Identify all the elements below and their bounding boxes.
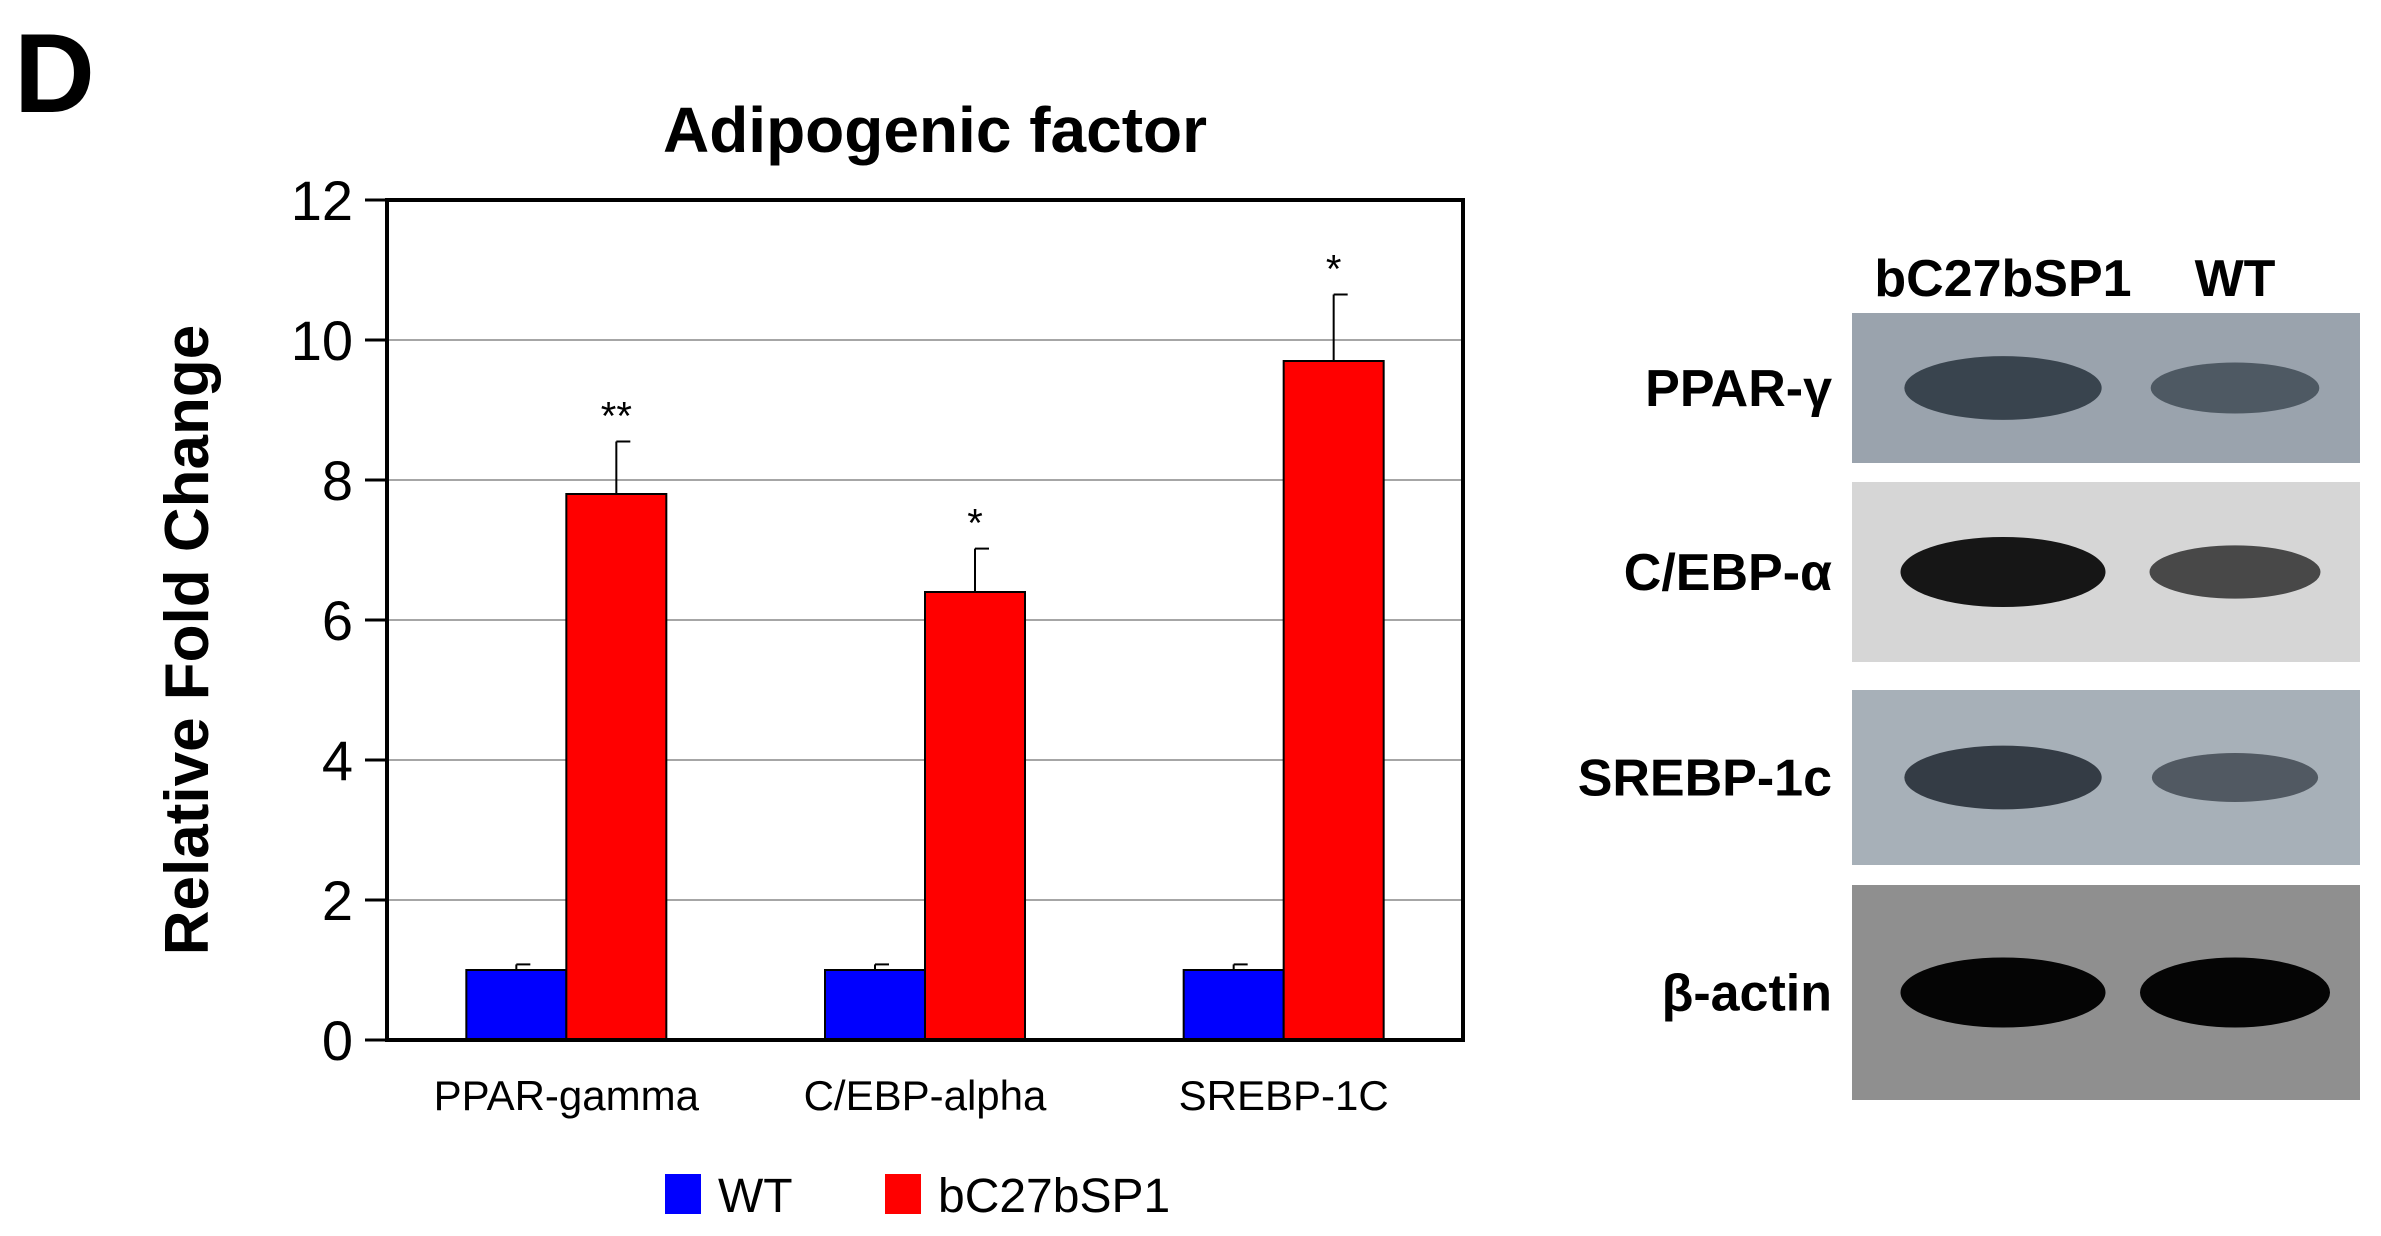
blot-band-2-1 — [2151, 753, 2319, 802]
blot-band-1-0 — [1900, 537, 2106, 607]
legend-swatch-wt — [665, 1174, 701, 1214]
significance-label-2: * — [1326, 248, 1342, 292]
bar-bc27bsp1-1 — [924, 591, 1026, 1041]
bars — [465, 360, 1385, 1041]
error-bars — [515, 293, 1348, 970]
x-tick-label-1: C/EBP-alpha — [804, 1072, 1047, 1119]
blot-row-label-1: C/EBP-α — [1624, 544, 1832, 602]
legend-swatch-bc27bsp1 — [885, 1174, 921, 1214]
bar-wt-1 — [824, 969, 926, 1041]
blot-band-3-0 — [1900, 957, 2106, 1028]
blot-lane-label-bc27bsp1: bC27bSP1 — [1874, 250, 2131, 308]
blot-row-0: PPAR-γ — [1645, 313, 2360, 463]
blot-band-1-1 — [2149, 545, 2321, 599]
blot-lane-label-wt: WT — [2195, 250, 2276, 308]
blot-band-0-0 — [1904, 356, 2102, 420]
significance-label-1: * — [967, 502, 983, 546]
y-axis-label: Relative Fold Change — [153, 325, 222, 955]
legend-label-bc27bsp1: bC27bSP1 — [938, 1170, 1170, 1223]
blot-row-2: SREBP-1c — [1578, 690, 2360, 865]
chart-title: Adipogenic factor — [663, 94, 1207, 166]
y-tick-label: 8 — [322, 449, 353, 512]
blot-band-2-0 — [1904, 745, 2102, 810]
y-tick-label: 4 — [322, 729, 353, 792]
y-tick-label: 12 — [291, 169, 353, 232]
y-tick-label: 6 — [322, 589, 353, 652]
y-axis-ticks: 0 2 4 6 8 10 12 — [291, 169, 387, 1072]
bar-wt-2 — [1182, 969, 1285, 1041]
blot-band-0-1 — [2150, 362, 2320, 414]
plot-frame — [385, 198, 1465, 1042]
y-tick-label: 0 — [322, 1009, 353, 1072]
y-tick-label: 2 — [322, 869, 353, 932]
x-tick-label-0: PPAR-gamma — [434, 1072, 700, 1119]
blot-row-1: C/EBP-α — [1624, 482, 2360, 662]
bar-bc27bsp1-2 — [1282, 360, 1385, 1041]
blot-row-label-3: β-actin — [1662, 965, 1832, 1023]
significance-label-0: ** — [601, 395, 632, 439]
blot-rows: PPAR-γ C/EBP-α SREBP-1c β-actin — [1578, 313, 2360, 1100]
y-tick-label: 10 — [291, 309, 353, 372]
bar-bc27bsp1-0 — [565, 493, 668, 1041]
x-tick-label-2: SREBP-1C — [1179, 1072, 1389, 1119]
western-blot: bC27bSP1 WT PPAR-γ C/EBP-α SREBP-1c β-actin — [1578, 250, 2360, 1100]
bar-wt-0 — [465, 969, 568, 1041]
blot-band-3-1 — [2140, 957, 2330, 1028]
legend-label-wt: WT — [718, 1170, 793, 1223]
legend: WT bC27bSP1 — [665, 1170, 1170, 1223]
panel-label: D — [14, 11, 95, 136]
significance-labels: **** — [601, 248, 1342, 546]
x-axis-tick-labels: PPAR-gamma C/EBP-alpha SREBP-1C — [434, 1072, 1389, 1119]
blot-row-3: β-actin — [1662, 885, 2360, 1100]
blot-row-label-0: PPAR-γ — [1645, 360, 1832, 418]
blot-row-label-2: SREBP-1c — [1578, 750, 1832, 808]
